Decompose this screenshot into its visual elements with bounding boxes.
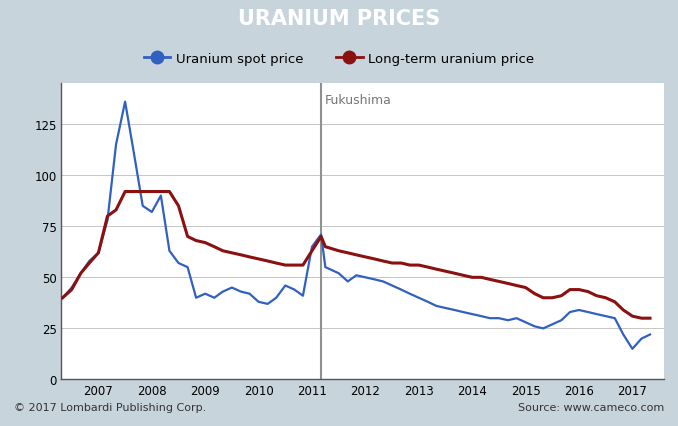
Text: © 2017 Lombardi Publishing Corp.: © 2017 Lombardi Publishing Corp. <box>14 402 206 412</box>
Legend: Uranium spot price, Long-term uranium price: Uranium spot price, Long-term uranium pr… <box>139 47 539 71</box>
Text: Fukushima: Fukushima <box>325 94 392 107</box>
Text: URANIUM PRICES: URANIUM PRICES <box>238 9 440 29</box>
Text: Source: www.cameco.com: Source: www.cameco.com <box>518 402 664 412</box>
